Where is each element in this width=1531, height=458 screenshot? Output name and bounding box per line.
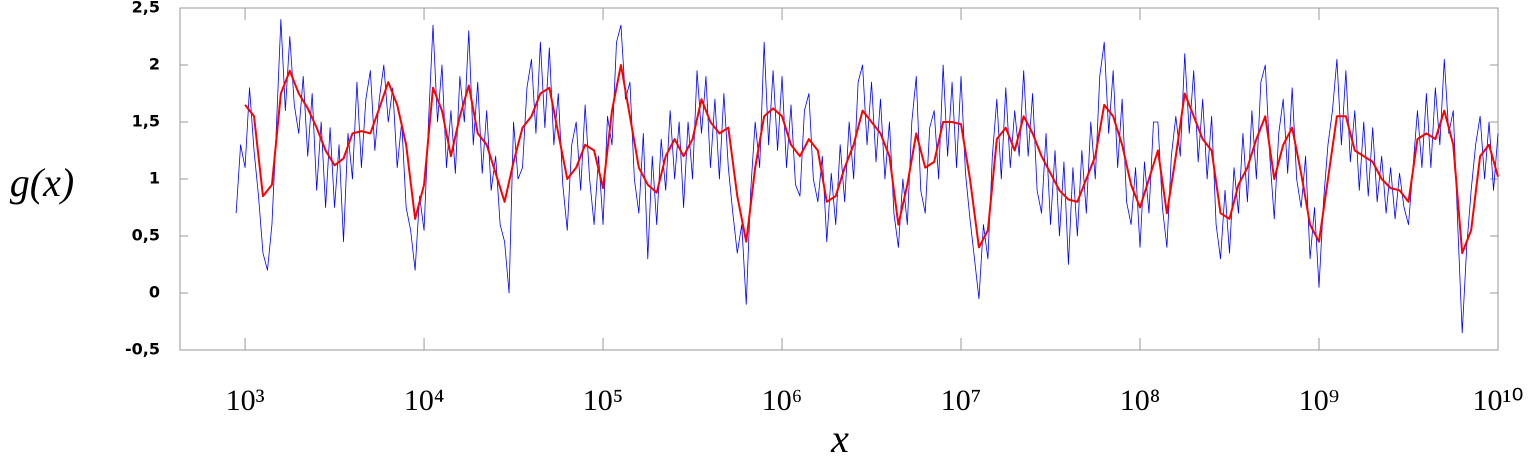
x-tick-label: 10³ bbox=[226, 384, 265, 417]
y-axis-label: g(x) bbox=[10, 160, 74, 205]
plot-frame bbox=[179, 7, 1499, 351]
x-tick-label: 10⁶ bbox=[762, 384, 802, 417]
data-line bbox=[244, 64, 1499, 255]
x-tick-label: 10⁷ bbox=[941, 384, 981, 417]
y-tick-label: 1 bbox=[149, 169, 160, 188]
x-tick-label: 10⁵ bbox=[583, 384, 623, 417]
y-tick-label: -0,5 bbox=[125, 340, 160, 359]
y-tick-label: 1,5 bbox=[132, 112, 160, 131]
x-tick-label: 10¹⁰ bbox=[1472, 384, 1523, 417]
y-tick-label: 0 bbox=[149, 283, 160, 302]
y-tick-label: 2 bbox=[149, 55, 160, 74]
data-line bbox=[235, 19, 1499, 334]
x-tick-label: 10⁸ bbox=[1120, 384, 1160, 417]
y-tick-label: 0,5 bbox=[132, 226, 160, 245]
y-tick-label: 2,5 bbox=[132, 0, 160, 17]
x-tick-label: 10⁹ bbox=[1299, 384, 1339, 417]
x-tick-label: 10⁴ bbox=[404, 384, 444, 417]
x-axis-label: x bbox=[830, 416, 849, 458]
